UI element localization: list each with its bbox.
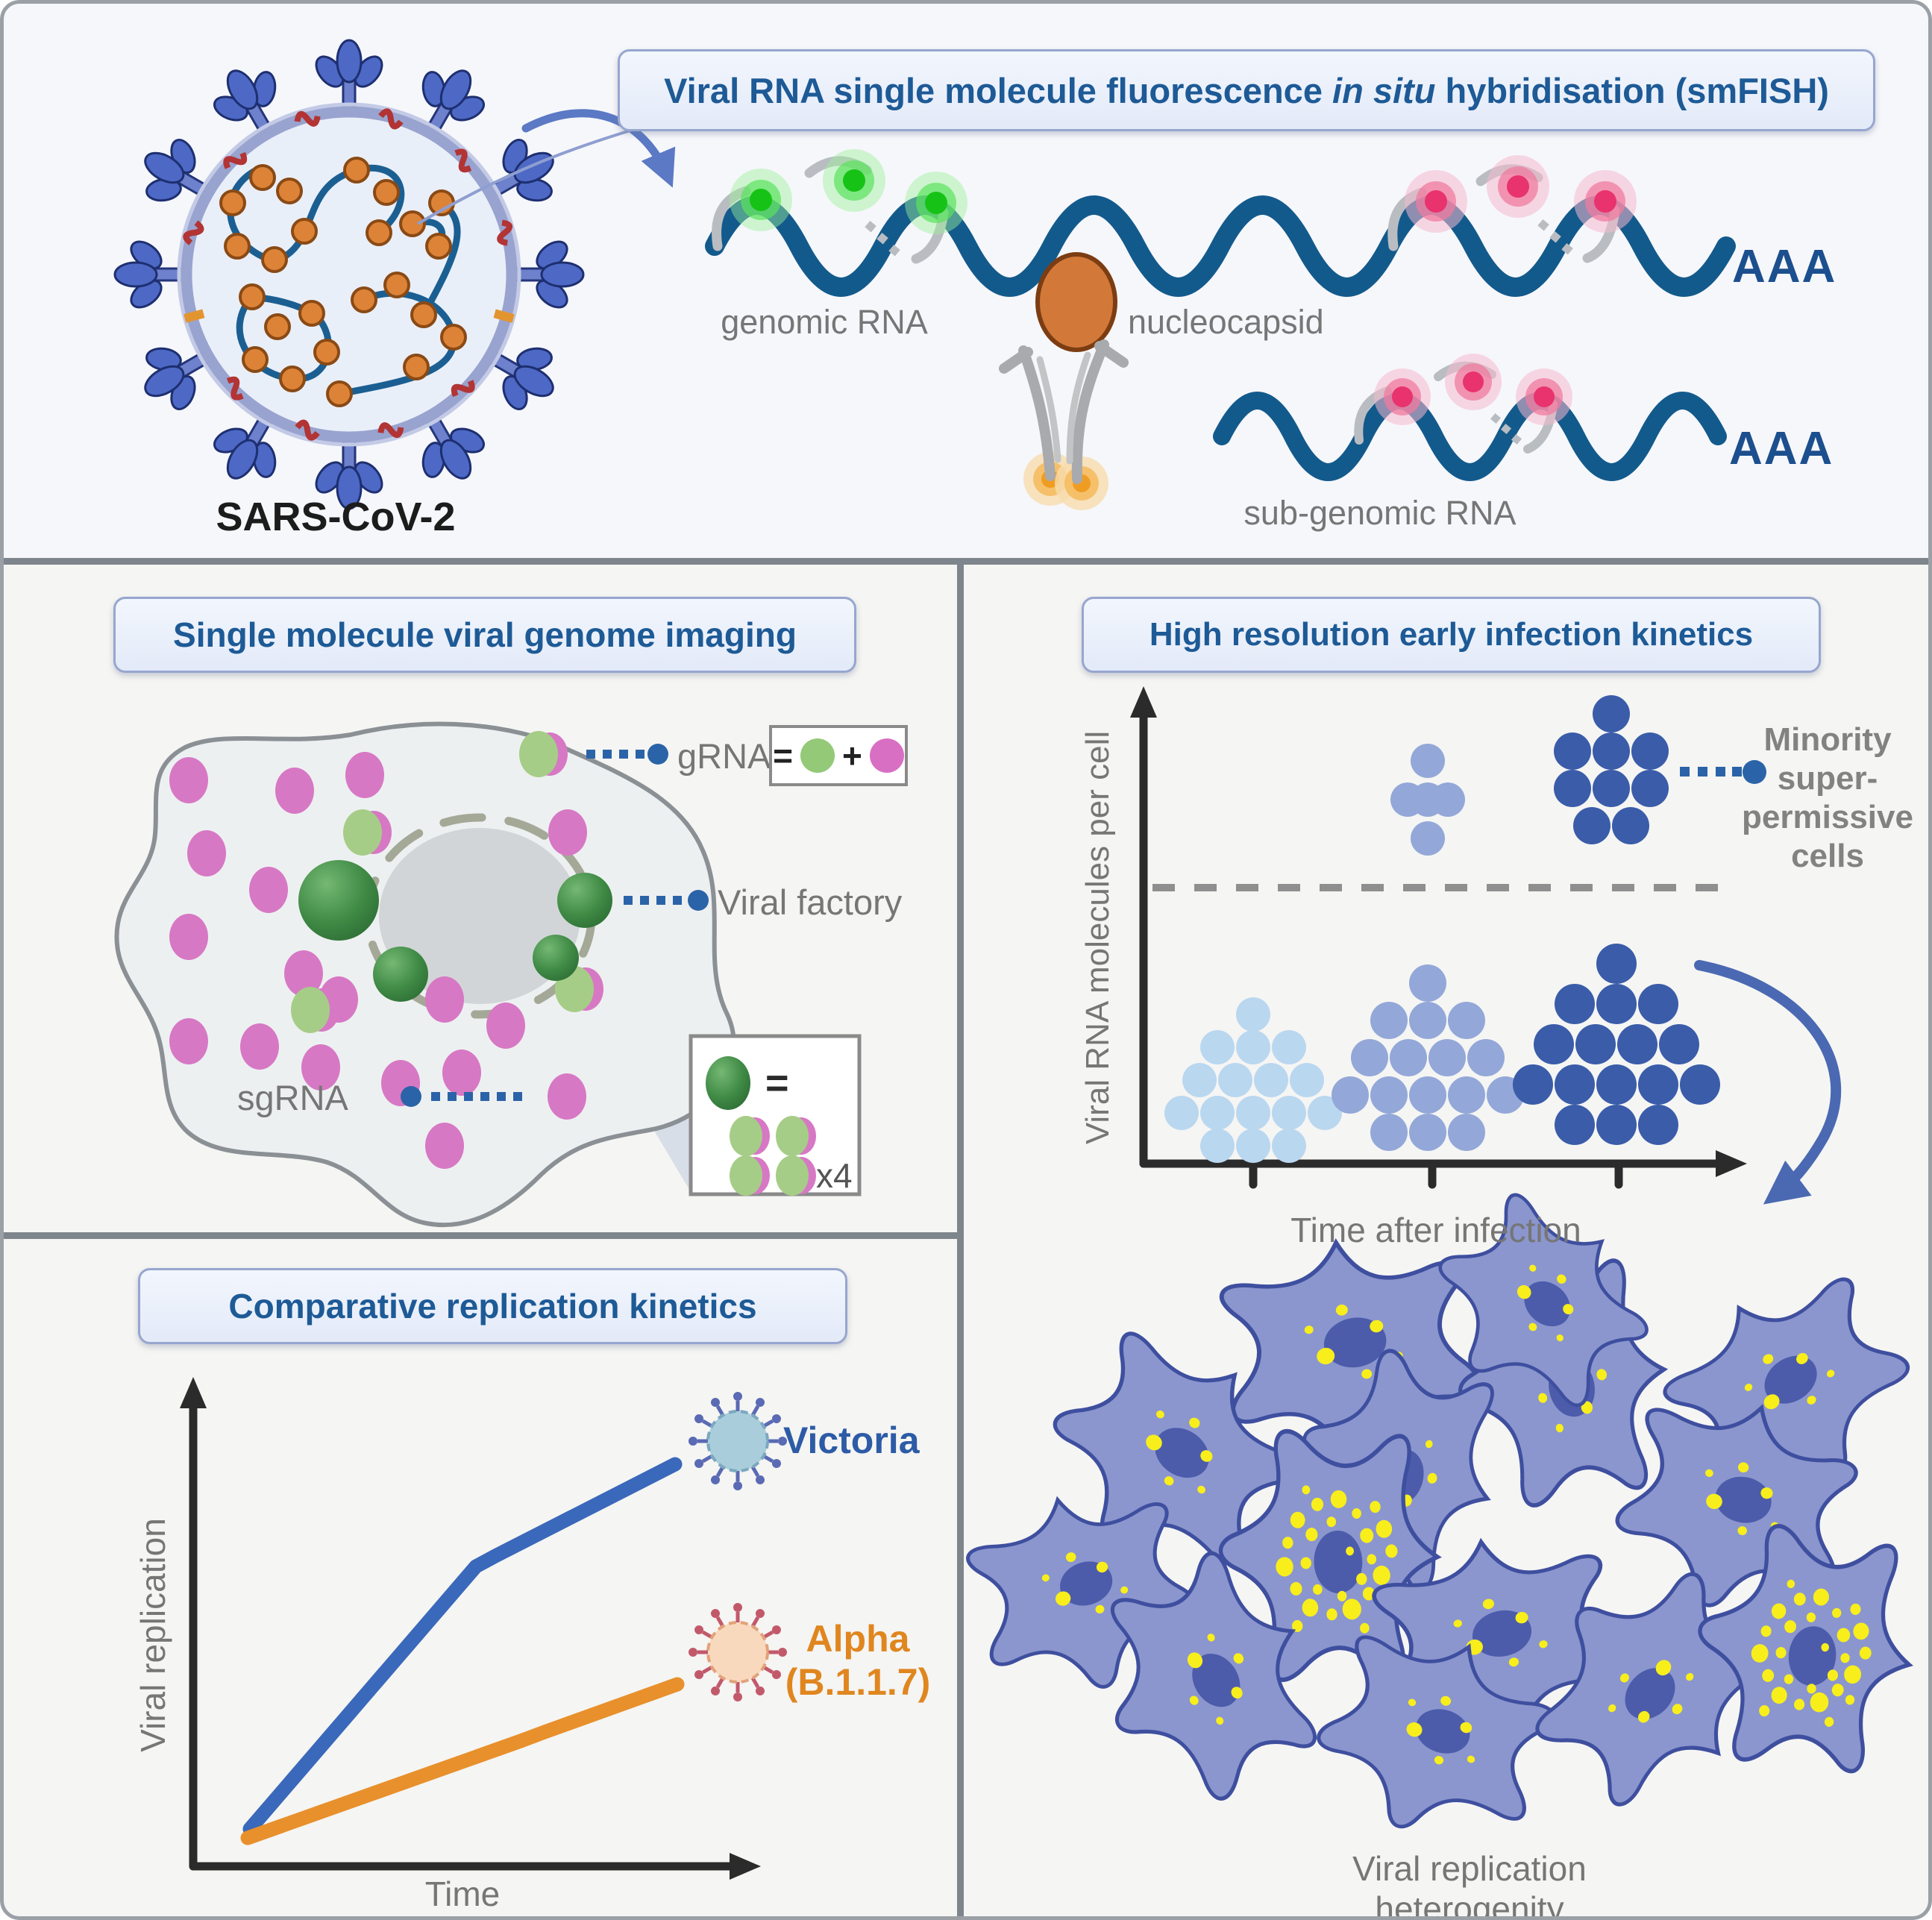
- replication-panel-bg: [0, 1237, 957, 1920]
- sars-cov-2-virion: [113, 39, 585, 510]
- grna-equation-box: = +: [769, 725, 908, 786]
- replication-ylabel: Viral replication: [134, 1518, 172, 1752]
- smfish-title-italic: in situ: [1332, 70, 1436, 110]
- grna-green-dot: [800, 738, 835, 773]
- virus-to-smfish-arrow: [521, 109, 676, 188]
- rna-cluster-t3: [1513, 944, 1720, 1145]
- sgrna-label: sgRNA: [237, 1078, 348, 1117]
- minority-line-3: permissive: [1742, 799, 1913, 835]
- grna-equation-equals: =: [773, 736, 793, 775]
- nucleocapsid-protein: [1035, 252, 1117, 352]
- alpha-virion-icon: [689, 1603, 787, 1701]
- infection-kinetics-illustration: [964, 686, 1932, 1920]
- infection-y-arrowhead: [1130, 686, 1157, 718]
- alpha-label-name: Alpha: [806, 1618, 910, 1660]
- victoria-line: [242, 1457, 683, 1836]
- genomic-rna-label: genomic RNA: [721, 303, 928, 341]
- inset-multiplier: x4: [816, 1156, 853, 1195]
- inset-equals: =: [765, 1061, 789, 1105]
- genomic-rna-wave: [705, 195, 1736, 297]
- replication-chart: [180, 1377, 787, 1880]
- divider-vertical: [957, 558, 964, 1920]
- x-axis-arrowhead: [730, 1853, 761, 1880]
- polya-genomic: AAA: [1732, 241, 1837, 292]
- viral-factory-label: Viral factory: [718, 882, 903, 922]
- sgrna-dots: [169, 752, 587, 1169]
- infection-x-arrowhead: [1716, 1150, 1747, 1177]
- anti-nucleocapsid-antibody: [999, 339, 1129, 510]
- rna-cluster-t2: [1332, 964, 1524, 1151]
- minority-annotation: Minority super- permissive cells: [1738, 721, 1917, 876]
- grna-label: gRNA: [677, 736, 771, 776]
- genome-imaging-illustration: = x4: [114, 721, 862, 1228]
- heterogeneity-label: Viral replication heterogenity: [1352, 1849, 1587, 1920]
- viral-factory-dots: [298, 860, 612, 1002]
- genomic-probes-red: [1387, 155, 1637, 263]
- victoria-label: Victoria: [783, 1419, 920, 1461]
- victoria-virion-icon: [689, 1392, 787, 1490]
- super-permissive-cluster-t2: [1390, 744, 1465, 856]
- viral-factory-inset: = x4: [689, 1034, 862, 1196]
- imaging-title-text: Single molecule viral genome imaging: [173, 615, 797, 654]
- alpha-label: Alpha (B.1.1.7): [768, 1617, 947, 1704]
- replication-title-text: Comparative replication kinetics: [228, 1287, 757, 1326]
- smfish-title-pre: Viral RNA single molecule fluorescence: [664, 70, 1323, 110]
- infection-xlabel: Time after infection: [1290, 1211, 1581, 1249]
- minority-callout-dots: [1680, 760, 1766, 784]
- grna-callout-dots: [586, 744, 668, 765]
- grna-pair-dots: [291, 731, 603, 1033]
- smfish-illustration: [113, 39, 1736, 510]
- cell-field: [952, 1171, 1932, 1862]
- grna-equation-plus: +: [842, 736, 862, 775]
- subgenomic-probes-red: [1354, 354, 1572, 454]
- infection-title-text: High resolution early infection kinetics: [1149, 616, 1754, 653]
- subgenomic-rna-wave: [1213, 392, 1727, 481]
- viral-factory-callout-dots: [624, 890, 709, 911]
- minority-line-4: cells: [1791, 838, 1864, 874]
- super-permissive-cluster-t3: [1554, 695, 1669, 844]
- infection-ylabel: Viral RNA molecules per cell: [1079, 730, 1116, 1145]
- polya-subgenomic: AAA: [1729, 423, 1834, 474]
- minority-line-1: Minority: [1763, 721, 1892, 758]
- imaging-title: Single molecule viral genome imaging: [113, 597, 856, 673]
- rna-cluster-t1: [1164, 997, 1342, 1163]
- grna-pink-dot: [869, 738, 904, 773]
- divider-horizontal-top: [0, 558, 1932, 565]
- replication-xlabel: Time: [424, 1874, 501, 1913]
- divider-horizontal-left: [0, 1232, 957, 1239]
- nucleocapsid-beads: [219, 157, 467, 407]
- y-axis-arrowhead: [180, 1377, 207, 1408]
- rna-pullout-line: [416, 124, 648, 225]
- nucleus: [379, 828, 580, 1004]
- alpha-label-lineage: (B.1.1.7): [785, 1661, 931, 1703]
- replication-title: Comparative replication kinetics: [138, 1268, 847, 1344]
- subgenomic-rna-label: sub-genomic RNA: [1243, 494, 1517, 532]
- smfish-title-banner: Viral RNA single molecule fluorescence i…: [618, 49, 1875, 131]
- virus-label: SARS-CoV-2: [216, 495, 456, 539]
- minority-line-2: super-: [1777, 760, 1878, 797]
- nucleocapsid-label: nucleocapsid: [1128, 303, 1324, 341]
- to-heterogeneity-arrow: [1694, 960, 1842, 1205]
- smfish-title-post: hybridisation (smFISH): [1445, 70, 1829, 110]
- genomic-probes-green: [712, 149, 967, 264]
- infection-title: High resolution early infection kinetics: [1082, 597, 1821, 673]
- alpha-line: [240, 1677, 685, 1845]
- sgrna-callout-dots: [401, 1086, 522, 1107]
